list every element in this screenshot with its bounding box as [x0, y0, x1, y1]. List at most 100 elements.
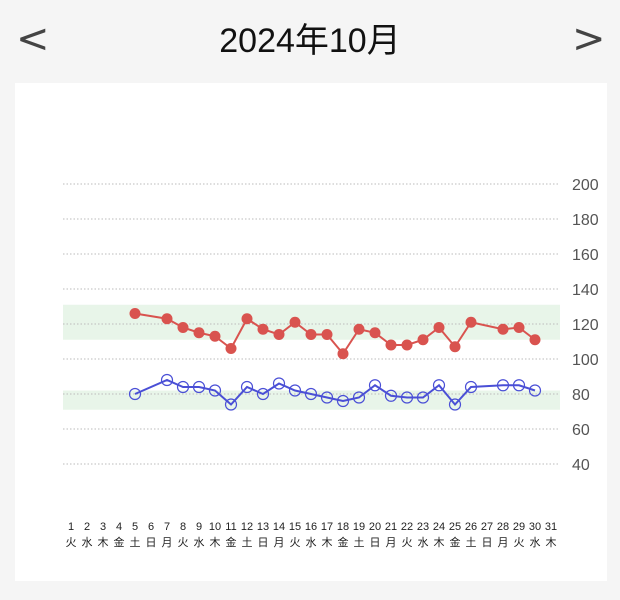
x-day-label: 3 — [100, 521, 106, 533]
upper-data-point[interactable] — [385, 339, 397, 351]
upper-data-point[interactable] — [129, 308, 141, 319]
x-day-label: 27 — [481, 521, 493, 533]
x-weekday-label: 火 — [290, 536, 301, 549]
x-weekday-label: 水 — [194, 536, 205, 549]
x-day-label: 16 — [305, 521, 317, 533]
x-day-label: 15 — [289, 521, 301, 533]
lower-data-point[interactable] — [240, 380, 254, 394]
x-weekday-label: 金 — [226, 535, 237, 549]
lower-data-point[interactable] — [512, 379, 526, 392]
x-day-label: 29 — [513, 521, 525, 533]
lower-data-point[interactable] — [496, 379, 510, 392]
x-day-label: 6 — [148, 521, 154, 533]
x-day-label: 31 — [545, 521, 557, 533]
x-weekday-label: 火 — [66, 536, 77, 549]
upper-data-point[interactable] — [433, 322, 445, 333]
x-weekday-label: 火 — [178, 536, 189, 549]
x-weekday-label: 火 — [514, 536, 525, 549]
x-weekday-label: 日 — [482, 536, 493, 549]
x-weekday-label: 日 — [258, 536, 269, 549]
x-weekday-label: 金 — [338, 535, 349, 549]
upper-data-point[interactable] — [513, 322, 525, 333]
y-tick-label: 100 — [572, 352, 599, 369]
lower-data-point[interactable] — [288, 384, 302, 397]
y-tick-label: 80 — [572, 387, 590, 404]
lower-data-point[interactable] — [304, 387, 318, 401]
upper-data-point[interactable] — [401, 339, 413, 351]
upper-data-point[interactable] — [289, 316, 301, 328]
x-day-label: 13 — [257, 521, 269, 533]
upper-data-point[interactable] — [209, 330, 221, 342]
y-tick-label: 200 — [572, 177, 599, 194]
x-day-label: 23 — [417, 521, 429, 533]
upper-data-point[interactable] — [193, 327, 205, 339]
lower-data-point[interactable] — [368, 379, 382, 392]
x-day-label: 22 — [401, 521, 413, 533]
lower-data-point[interactable] — [352, 391, 366, 404]
lower-data-point[interactable] — [400, 391, 414, 404]
upper-data-point[interactable] — [353, 323, 365, 335]
x-weekday-label: 火 — [402, 536, 413, 549]
x-day-label: 14 — [273, 521, 285, 533]
lower-data-point[interactable] — [160, 373, 174, 387]
lower-data-point[interactable] — [384, 389, 398, 402]
upper-data-point[interactable] — [337, 348, 349, 360]
lower-data-point[interactable] — [176, 380, 190, 394]
x-weekday-label: 月 — [162, 536, 173, 549]
upper-data-point[interactable] — [369, 327, 381, 339]
x-day-label: 8 — [180, 521, 186, 533]
x-weekday-label: 土 — [130, 536, 141, 549]
x-weekday-label: 土 — [354, 536, 365, 549]
x-weekday-label: 月 — [498, 536, 509, 549]
lower-data-point[interactable] — [192, 380, 206, 394]
upper-data-point[interactable] — [497, 323, 509, 335]
x-day-label: 20 — [369, 521, 381, 533]
lower-data-point[interactable] — [320, 391, 334, 404]
x-day-label: 30 — [529, 521, 541, 533]
y-tick-label: 60 — [572, 422, 590, 439]
lower-data-point[interactable] — [528, 384, 542, 397]
upper-data-point[interactable] — [225, 343, 237, 354]
lower-data-point[interactable] — [208, 384, 222, 397]
upper-data-point[interactable] — [241, 313, 253, 325]
x-day-label: 17 — [321, 521, 333, 533]
x-day-label: 28 — [497, 521, 509, 533]
x-day-label: 19 — [353, 521, 365, 533]
x-weekday-label: 日 — [146, 536, 157, 549]
x-weekday-label: 金 — [450, 535, 461, 549]
upper-data-point[interactable] — [321, 329, 333, 340]
x-weekday-label: 木 — [322, 536, 333, 549]
lower-data-point[interactable] — [256, 387, 270, 401]
upper-data-point[interactable] — [161, 313, 173, 325]
x-weekday-label: 月 — [386, 536, 397, 549]
upper-data-point[interactable] — [177, 322, 189, 333]
lower-data-point[interactable] — [448, 398, 462, 411]
lower-data-point[interactable] — [416, 391, 430, 404]
x-day-label: 21 — [385, 521, 397, 533]
x-day-label: 12 — [241, 521, 253, 533]
x-weekday-label: 日 — [370, 536, 381, 549]
upper-data-point[interactable] — [529, 334, 541, 346]
x-day-label: 5 — [132, 521, 138, 533]
prev-month-button[interactable]: < — [16, 16, 50, 62]
lower-data-point[interactable] — [128, 387, 142, 401]
upper-data-point[interactable] — [417, 334, 429, 346]
month-header: < 2024年10月 > — [0, 0, 620, 83]
upper-data-point[interactable] — [305, 329, 317, 340]
lower-data-point[interactable] — [432, 379, 446, 392]
lower-data-point[interactable] — [336, 394, 350, 408]
next-month-button[interactable]: > — [572, 16, 606, 62]
upper-data-point[interactable] — [465, 316, 477, 328]
x-day-label: 24 — [433, 521, 445, 533]
upper-data-point[interactable] — [449, 341, 461, 353]
x-day-label: 9 — [196, 521, 202, 533]
y-tick-label: 180 — [572, 212, 599, 229]
x-weekday-label: 金 — [114, 535, 125, 549]
x-weekday-label: 木 — [210, 536, 221, 549]
upper-data-point[interactable] — [257, 323, 269, 335]
lower-data-point[interactable] — [464, 380, 478, 394]
lower-data-point[interactable] — [272, 377, 286, 390]
upper-data-point[interactable] — [273, 329, 285, 340]
lower-data-point[interactable] — [224, 398, 238, 411]
x-weekday-label: 土 — [242, 536, 253, 549]
